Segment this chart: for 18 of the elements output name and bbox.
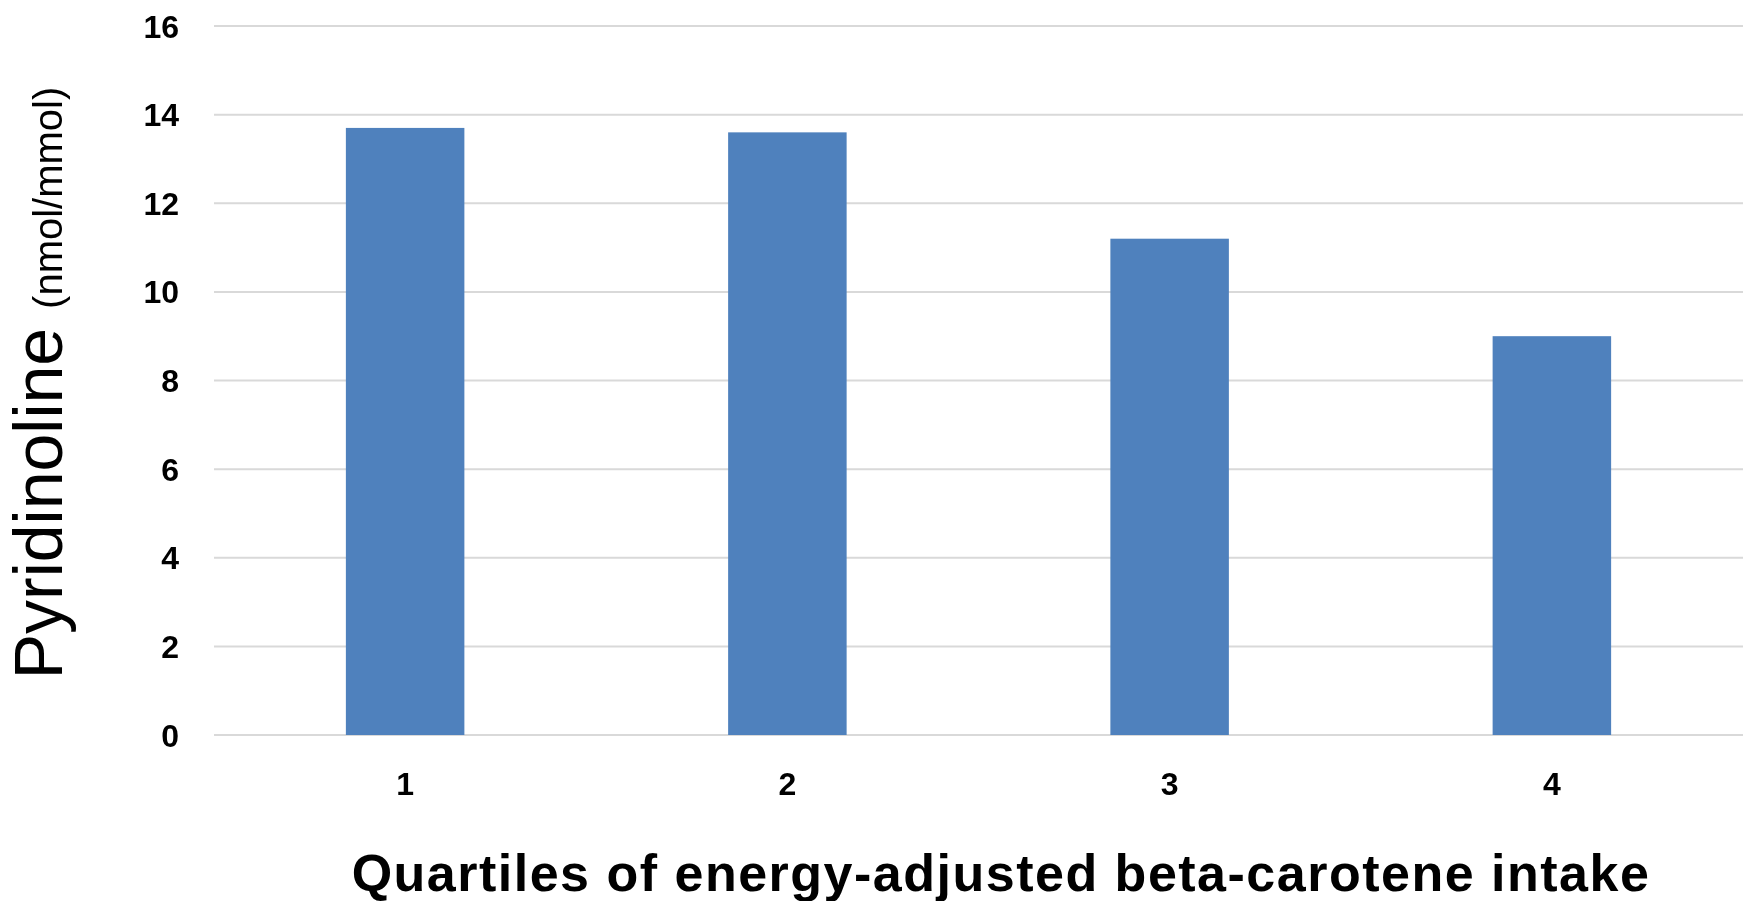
y-tick-label: 0 xyxy=(161,717,179,754)
bar xyxy=(1492,336,1612,735)
y-tick-label: 14 xyxy=(143,97,180,134)
y-tick-label: 12 xyxy=(143,185,179,222)
y-tick-label: 8 xyxy=(161,363,179,400)
bar xyxy=(728,132,847,735)
x-tick-label: 3 xyxy=(1160,766,1179,802)
bar xyxy=(1110,238,1229,735)
y-tick-label: 10 xyxy=(143,274,179,311)
x-tick-label: 1 xyxy=(396,766,415,802)
y-tick-label: 16 xyxy=(143,8,179,45)
y-tick-label: 6 xyxy=(161,451,179,488)
x-tick-label: 2 xyxy=(778,766,797,802)
y-tick-label: 4 xyxy=(161,540,180,577)
x-tick-label: 4 xyxy=(1542,766,1561,802)
bar xyxy=(345,127,465,735)
y-tick-label: 2 xyxy=(161,628,179,665)
y-axis-title: Pyridinoline (nmol/mmol) xyxy=(0,86,76,680)
